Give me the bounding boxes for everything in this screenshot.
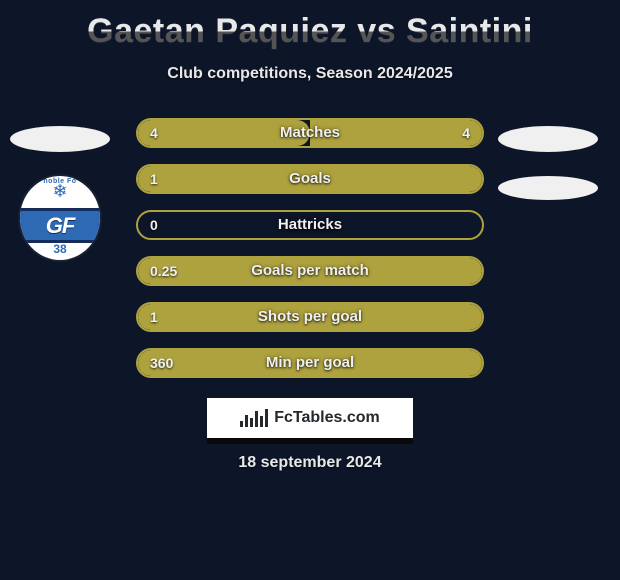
- brand-watermark: FcTables.com: [207, 398, 413, 444]
- stat-value-left: 0: [150, 212, 158, 238]
- stat-row: Hattricks0: [136, 210, 484, 240]
- brand-text: FcTables.com: [274, 409, 380, 427]
- placeholder-oval-right2: [498, 176, 598, 200]
- stat-row: Matches44: [136, 118, 484, 148]
- page-title: Gaetan Paquiez vs Saintini Gaetan Paquie…: [0, 0, 620, 51]
- stat-bars: Matches44 Goals1 Hattricks0 Goals per match…: [136, 118, 484, 394]
- placeholder-oval-right: [498, 126, 598, 152]
- stat-row: Min per goal360: [136, 348, 484, 378]
- subtitle: Club competitions, Season 2024/2025: [0, 65, 620, 83]
- bar-fill-left: [138, 258, 482, 284]
- stat-label: Hattricks: [138, 212, 482, 238]
- placeholder-oval-left: [10, 126, 110, 152]
- stat-row: Goals per match0.25: [136, 256, 484, 286]
- stat-row: Goals1: [136, 164, 484, 194]
- bar-fill-left: [138, 350, 482, 376]
- snowflake-icon: ❄: [20, 182, 100, 200]
- stat-row: Shots per goal1: [136, 302, 484, 332]
- club-badge-left: noble Fo ❄ GF 38: [20, 176, 100, 260]
- bar-fill-left: [138, 304, 482, 330]
- club-badge-letters: GF: [20, 213, 100, 239]
- brand-bars-icon: [240, 409, 268, 427]
- bar-fill-left: [138, 166, 482, 192]
- club-badge-number: 38: [20, 242, 100, 256]
- bar-fill-left: [138, 120, 310, 146]
- bar-fill-right: [310, 120, 482, 146]
- date-line: 18 september 2024: [0, 454, 620, 472]
